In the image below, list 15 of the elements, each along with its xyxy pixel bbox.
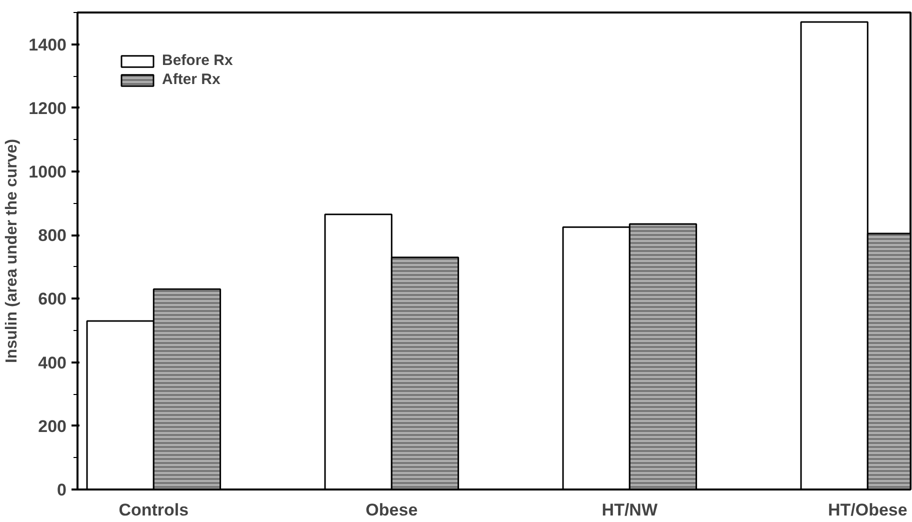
- x-tick-label: HT/NW: [602, 500, 658, 520]
- y-tick-label: 0: [57, 480, 67, 500]
- y-tick-label: 1000: [28, 162, 67, 182]
- x-tick-label: Obese: [366, 500, 418, 520]
- legend-label: After Rx: [162, 71, 220, 88]
- y-tick-label: 600: [38, 290, 67, 309]
- y-tick-label: 400: [38, 353, 67, 372]
- legend-label: Before Rx: [162, 52, 233, 69]
- y-tick-label: 1200: [28, 98, 67, 118]
- x-tick-label: Controls: [118, 500, 189, 520]
- y-tick-label: 200: [38, 416, 67, 436]
- y-tick-label: 800: [38, 226, 67, 246]
- y-tick-label: 1400: [28, 35, 67, 54]
- y-axis-title: Insulin (area under the curve): [4, 138, 21, 364]
- x-tick-label: HT/Obese: [828, 500, 908, 520]
